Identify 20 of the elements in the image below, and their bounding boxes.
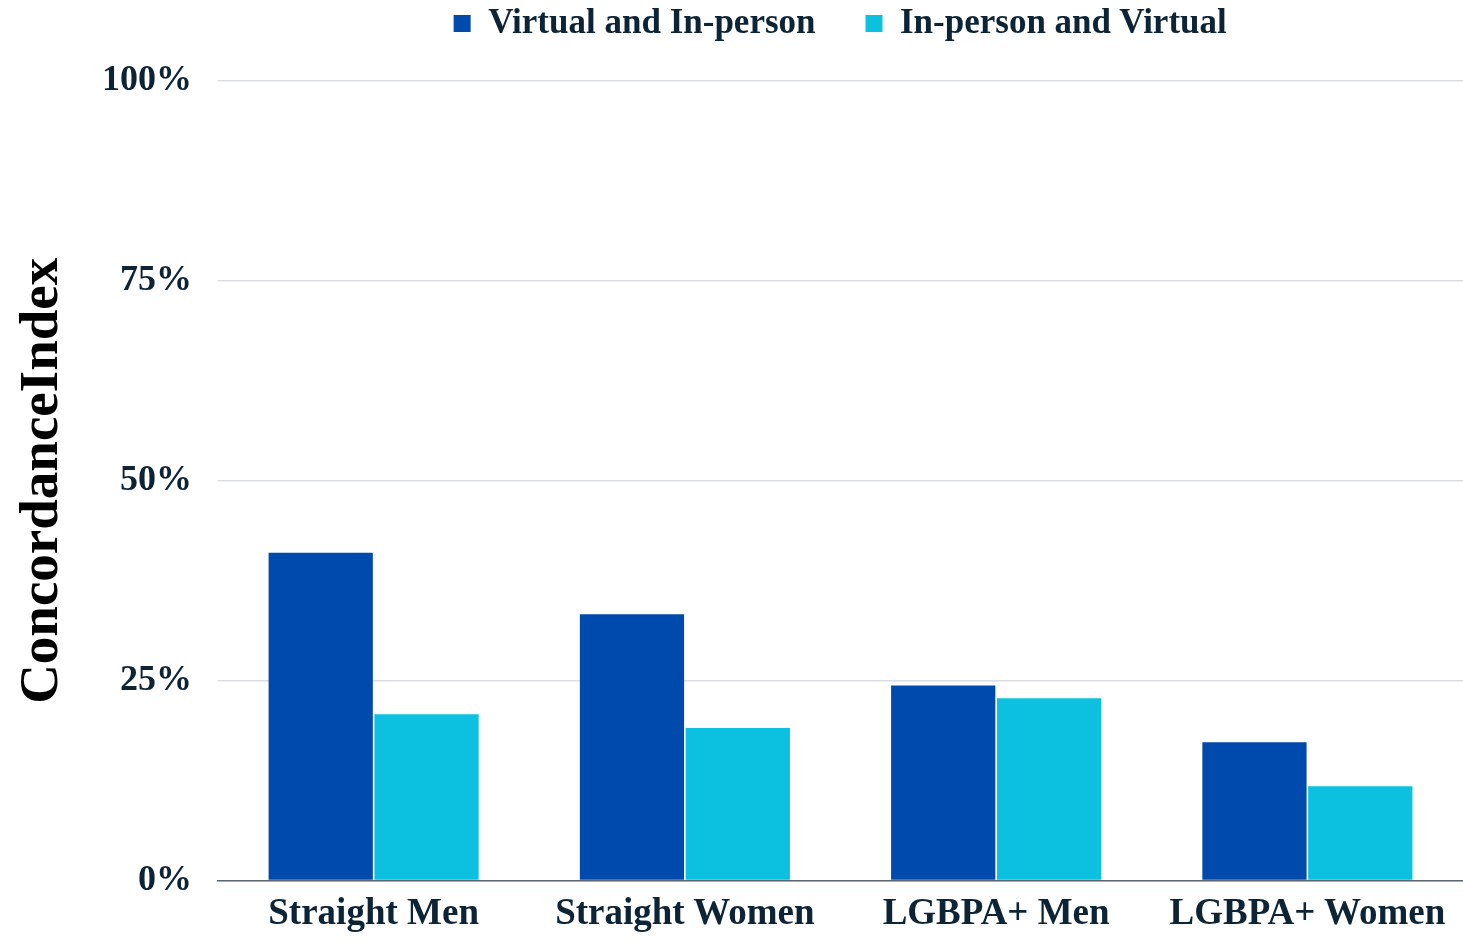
- bar: [891, 685, 996, 880]
- y-tick-label: 75%: [120, 258, 192, 299]
- x-tick-label: Straight Women: [555, 891, 815, 933]
- bar: [1308, 786, 1413, 880]
- bar: [268, 552, 373, 880]
- x-tick-label: LGBPA+ Women: [1169, 891, 1446, 933]
- bar: [374, 714, 479, 880]
- y-tick-label: 25%: [120, 658, 192, 698]
- y-tick-label: 0%: [138, 857, 192, 898]
- x-tick-label: LGBPA+ Men: [882, 891, 1111, 933]
- bar: [685, 727, 790, 880]
- y-axis-title: ConcordanceIndex: [8, 257, 70, 704]
- bar: [996, 698, 1102, 880]
- bar: [1202, 742, 1307, 880]
- legend-label: Virtual and In-person: [488, 1, 816, 41]
- y-tick-label: 100%: [102, 58, 192, 99]
- y-tick-label: 50%: [120, 458, 192, 499]
- legend-label: In-person and Virtual: [900, 1, 1228, 41]
- x-tick-label: Straight Men: [268, 891, 480, 933]
- bar: [579, 614, 685, 880]
